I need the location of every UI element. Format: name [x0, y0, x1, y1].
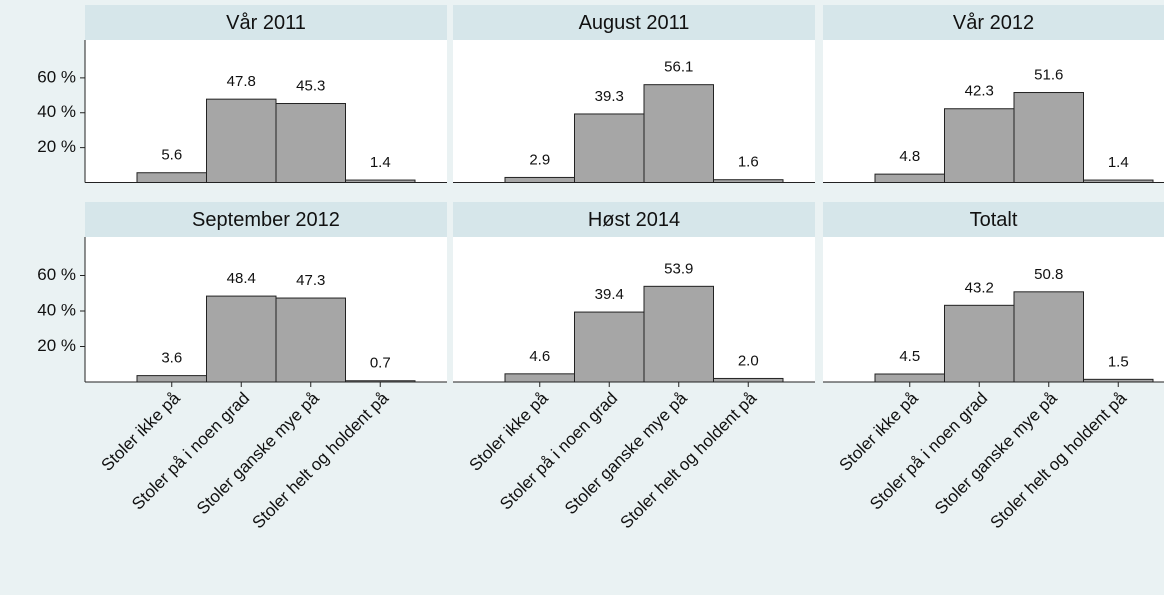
x-tick-label: Stoler helt og holdent på [248, 388, 392, 532]
value-label: 4.5 [899, 348, 920, 365]
bar [944, 108, 1015, 183]
bar [574, 113, 645, 183]
value-label: 1.4 [370, 154, 391, 171]
bar [574, 311, 645, 383]
x-tick-label: Stoler helt og holdent på [616, 388, 760, 532]
bar [206, 98, 277, 183]
panel-header [453, 5, 815, 40]
value-label: 3.6 [161, 350, 182, 367]
panel-header [453, 202, 815, 237]
panel-header [85, 202, 447, 237]
value-label: 1.4 [1108, 154, 1129, 171]
value-label: 51.6 [1034, 66, 1063, 83]
y-tick-label: 40 % [37, 300, 76, 319]
value-label: 50.8 [1034, 266, 1063, 283]
value-label: 39.4 [595, 286, 624, 303]
panel-header [823, 5, 1164, 40]
panel-title: Totalt [970, 209, 1018, 231]
bar [136, 172, 207, 184]
value-label: 1.6 [738, 154, 759, 171]
value-label: 2.0 [738, 352, 759, 369]
bar [874, 173, 945, 184]
panel-title: Vår 2011 [226, 12, 306, 34]
value-label: 47.3 [296, 272, 325, 289]
x-tick-label: Stoler ganske mye på [193, 388, 323, 518]
value-label: 4.8 [899, 148, 920, 165]
value-label: 1.5 [1108, 353, 1129, 370]
value-label: 4.6 [529, 348, 550, 365]
value-label: 56.1 [664, 59, 693, 76]
value-label: 2.9 [529, 151, 550, 168]
x-tick-label: Stoler helt og holdent på [986, 388, 1130, 532]
value-label: 5.6 [161, 147, 182, 164]
bar [874, 373, 945, 383]
value-label: 39.3 [595, 88, 624, 105]
panel-title: September 2012 [192, 209, 340, 231]
y-tick-label: 20 % [37, 336, 76, 355]
bar [1013, 92, 1084, 183]
value-label: 45.3 [296, 77, 325, 94]
bar [944, 304, 1015, 383]
y-tick-label: 60 % [37, 67, 76, 86]
bar [275, 297, 346, 383]
value-label: 42.3 [965, 83, 994, 100]
x-tick-label: Stoler på i noen grad [496, 389, 621, 514]
value-label: 43.2 [965, 279, 994, 296]
y-tick-label: 20 % [37, 137, 76, 156]
panel-title: August 2011 [579, 12, 690, 34]
bar [275, 103, 346, 183]
bar [713, 377, 784, 383]
x-tick-label: Stoler på i noen grad [866, 389, 991, 514]
bar [1013, 291, 1084, 383]
x-tick-label: Stoler på i noen grad [128, 389, 253, 514]
value-label: 0.7 [370, 355, 391, 372]
bar [136, 375, 207, 383]
bar [504, 176, 575, 184]
bar [643, 285, 714, 383]
bar [504, 373, 575, 383]
value-label: 53.9 [664, 260, 693, 277]
y-tick-label: 60 % [37, 265, 76, 284]
bar [643, 84, 714, 183]
panel-title: Vår 2012 [953, 12, 1034, 34]
panel-header [85, 5, 447, 40]
x-tick-label: Stoler ganske mye på [931, 388, 1061, 518]
y-tick-label: 40 % [37, 102, 76, 121]
x-tick-label: Stoler ganske mye på [561, 388, 691, 518]
value-label: 48.4 [227, 270, 256, 287]
panel-title: Høst 2014 [588, 209, 680, 231]
value-label: 47.8 [227, 73, 256, 90]
bar [206, 295, 277, 383]
panel-header [823, 202, 1164, 237]
